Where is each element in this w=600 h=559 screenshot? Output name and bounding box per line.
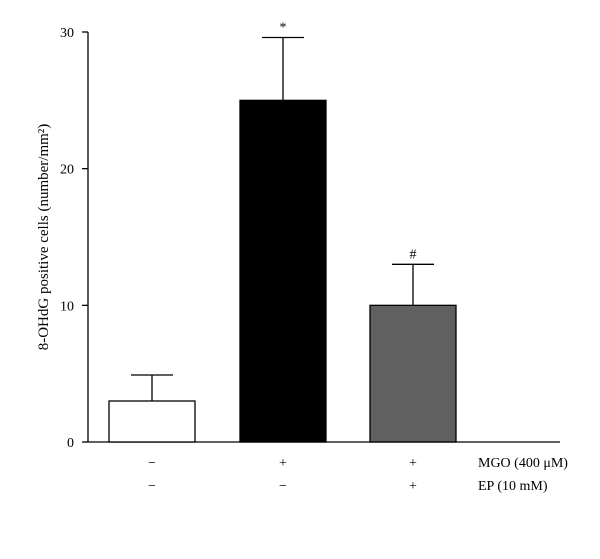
bar-mgo-ep <box>369 304 457 443</box>
treatment-label-0: MGO (400 μM) <box>478 456 568 471</box>
error-bars <box>131 36 434 401</box>
treatment-sign-r1-c1: − <box>279 479 287 494</box>
y-tick-label-10: 10 <box>60 299 74 314</box>
y-tick-label-0: 0 <box>67 436 74 451</box>
treatment-sign-r0-c0: − <box>148 456 156 471</box>
bar-control <box>108 400 196 443</box>
treatment-sign-r1-c0: − <box>148 479 156 494</box>
treatment-sign-r0-c1: + <box>279 456 287 471</box>
treatment-sign-r1-c2: + <box>409 479 417 494</box>
y-tick-label-30: 30 <box>60 26 74 41</box>
bar-mgo <box>239 99 327 443</box>
y-axis-label: 8-OHdG positive cells (number/mm²) <box>36 124 52 351</box>
y-tick-label-20: 20 <box>60 163 74 178</box>
treatment-label-1: EP (10 mM) <box>478 479 548 494</box>
treatment-sign-r0-c2: + <box>409 456 417 471</box>
bars <box>108 99 457 443</box>
annotations: *# <box>280 20 417 262</box>
significance-mark-1: * <box>280 20 287 35</box>
significance-mark-2: # <box>410 247 417 262</box>
treatment-table: − + + MGO (400 μM) − − + EP (10 mM) <box>148 456 568 494</box>
y-ticks: 0 10 20 30 <box>60 26 88 451</box>
